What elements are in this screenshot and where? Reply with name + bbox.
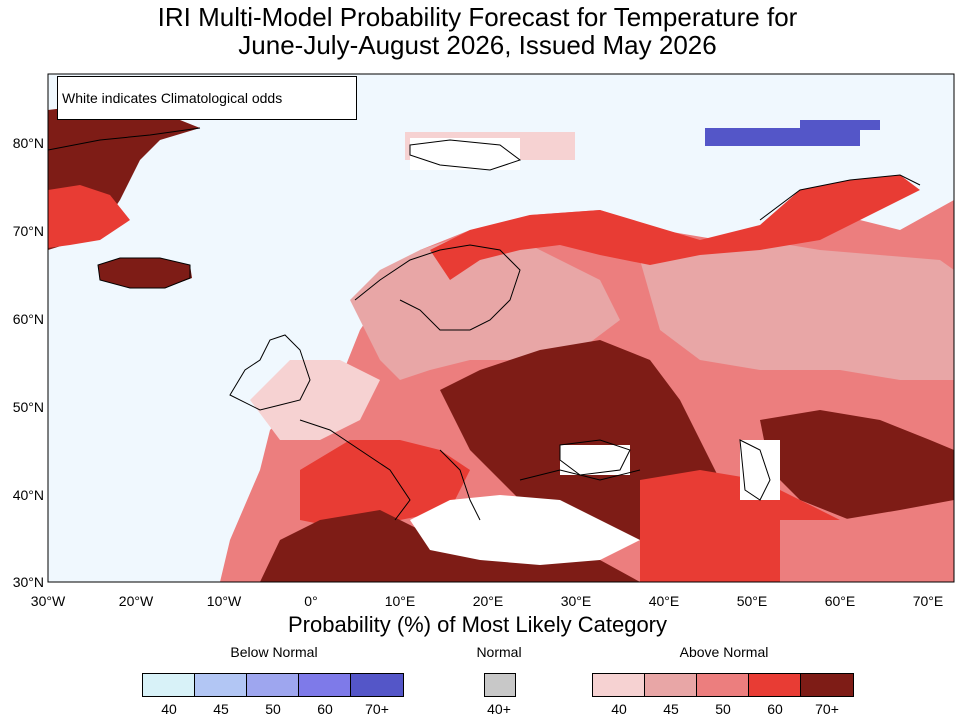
above-normal-colorbar [592,673,854,697]
lat-tick-label: 60°N [13,311,44,327]
lat-tick-label: 70°N [13,223,44,239]
legend-swatch [593,674,645,696]
latitude-axis: 80°N 70°N 60°N 50°N 40°N 30°N [13,135,44,590]
mediterranean-sea-clim [410,495,640,565]
lat-tick-label: 40°N [13,487,44,503]
arctic-below-normal-b [800,120,880,130]
iceland-dark [98,258,192,288]
below-normal-label: Below Normal [230,644,318,660]
lon-tick-label: 50°E [737,593,768,609]
legend-swatch [801,674,853,696]
lon-tick-label: 40°E [649,593,680,609]
lon-tick-label: 10°E [385,593,416,609]
legend-swatch [143,674,195,696]
normal-ticks: 40+ [473,701,525,717]
lon-tick-label: 30°E [561,593,592,609]
legend-swatch [299,674,351,696]
longitude-axis: 30°W 20°W 10°W 0° 10°E 20°E 30°E 40°E 50… [31,593,943,609]
coastlines [48,127,921,521]
legend-tick-label: 50 [715,701,731,717]
legend-tick-label: 45 [663,701,679,717]
arctic-below-normal [705,128,860,146]
lon-tick-label: 60°E [825,593,856,609]
central-asia-dark [760,410,954,530]
legend-tick-label: 70+ [815,701,839,717]
map-frame [47,73,955,583]
legend-swatch [749,674,801,696]
lon-tick-label: 30°W [31,593,66,609]
lat-tick-label: 50°N [13,399,44,415]
lat-tick-label: 30°N [13,574,44,590]
greenland-red-edge [48,185,130,248]
legend-tick-label: 40 [161,701,177,717]
normal-label: Normal [476,644,522,660]
legend-tick-label: 70+ [365,701,389,717]
legend-swatch [195,674,247,696]
lon-tick-label: 10°W [207,593,242,609]
russia-pink [640,240,954,380]
lon-tick-label: 70°E [913,593,944,609]
below-normal-colorbar [142,673,404,697]
above-normal-label: Above Normal [679,644,769,660]
legend-title: Probability (%) of Most Likely Category [287,612,668,637]
legend-tick-label: 40+ [487,701,511,717]
lon-tick-label: 20°W [119,593,154,609]
svalbard-clim [410,138,520,170]
above-normal-ticks: 40 45 50 60 70+ [593,701,853,717]
north-red-band [430,175,920,280]
legend-swatch [485,674,515,696]
climatology-note-text: White indicates Climatological odds [62,90,283,106]
legend-swatch [697,674,749,696]
mediterranean-red [300,440,470,530]
legend-tick-label: 50 [265,701,281,717]
map-title-line2: June-July-August 2026, Issued May 2026 [238,30,717,60]
legend-swatch [645,674,697,696]
scandinavia-pink [350,240,620,380]
legend-swatch [351,674,403,696]
central-europe-pink [250,360,380,440]
legend-tick-label: 60 [767,701,783,717]
normal-colorbar [484,673,516,697]
legend-tick-label: 45 [213,701,229,717]
legend-tick-label: 60 [317,701,333,717]
map-title-line1: IRI Multi-Model Probability Forecast for… [157,2,798,32]
legend-swatch [247,674,299,696]
lon-tick-label: 20°E [473,593,504,609]
persia-pink [780,500,954,582]
below-normal-ticks: 40 45 50 60 70+ [143,701,403,717]
probability-field [48,105,954,582]
lon-tick-label: 0° [304,593,317,609]
climatology-note: White indicates Climatological odds [57,76,357,120]
legend-tick-label: 40 [611,701,627,717]
lat-tick-label: 80°N [13,135,44,151]
